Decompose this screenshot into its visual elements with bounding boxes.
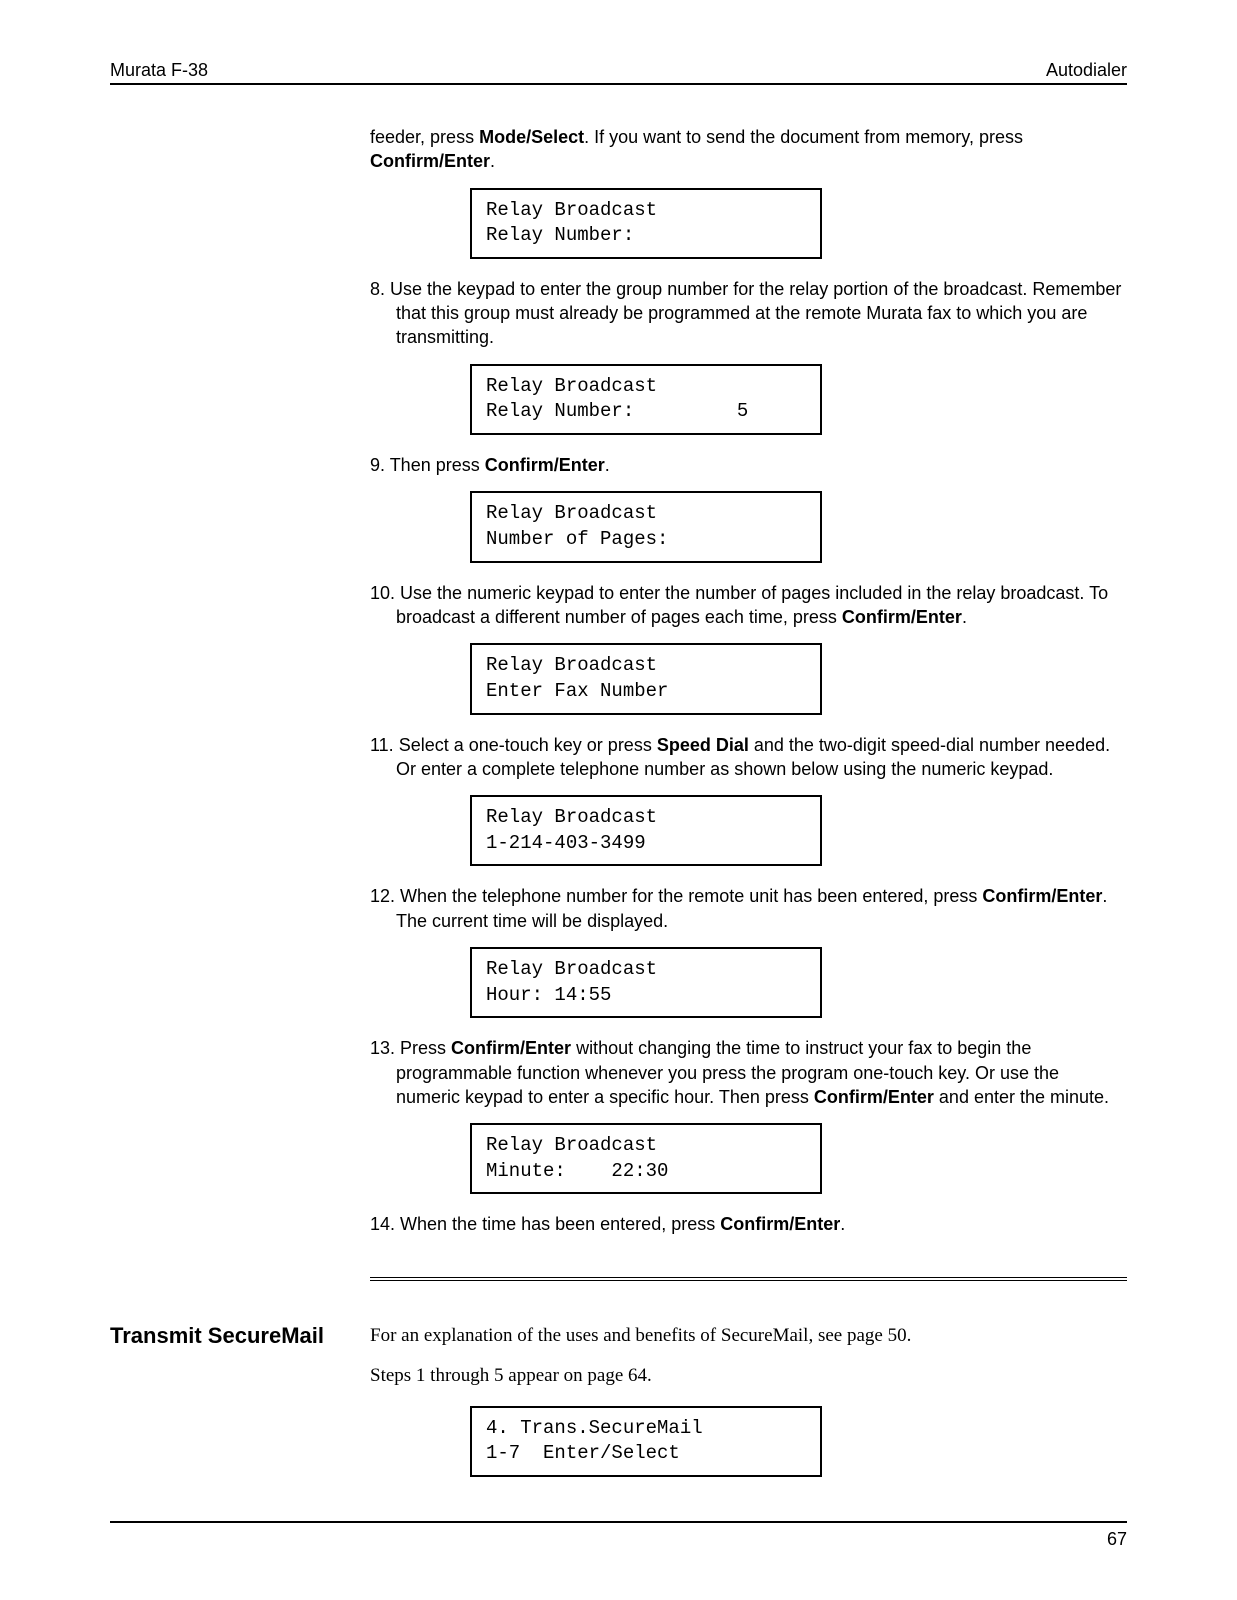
step9-post: . [605,455,610,475]
lcd1-line2: Relay Number: [486,224,634,246]
lcd5-line1: Relay Broadcast [486,806,657,828]
lcd7-line1: Relay Broadcast [486,1134,657,1156]
step-13: 13. Press Confirm/Enter without changing… [370,1036,1127,1109]
intro-text-3: . [490,151,495,171]
step10-bold: Confirm/Enter [842,607,962,627]
lcd-display-5: Relay Broadcast 1-214-403-3499 [470,795,822,866]
step-14: 14. When the time has been entered, pres… [370,1212,1127,1236]
step-10: 10. Use the numeric keypad to enter the … [370,581,1127,630]
step9-num: 9. [370,455,385,475]
section-body: For an explanation of the uses and benef… [370,1321,1127,1495]
lcd-display-3: Relay Broadcast Number of Pages: [470,491,822,562]
page-footer: 67 [110,1521,1127,1550]
header-left: Murata F-38 [110,60,208,81]
step9-pre: Then press [385,455,485,475]
step-9: 9. Then press Confirm/Enter. [370,453,1127,477]
lcd-display-8: 4. Trans.SecureMail 1-7 Enter/Select [470,1406,822,1477]
lcd-display-1: Relay Broadcast Relay Number: [470,188,822,259]
lcd8-line1: 4. Trans.SecureMail [486,1417,703,1439]
step14-pre: When the time has been entered, press [395,1214,720,1234]
step12-bold: Confirm/Enter [982,886,1102,906]
intro-text-1: feeder, press [370,127,479,147]
lcd-display-6: Relay Broadcast Hour: 14:55 [470,947,822,1018]
step8-num: 8. [370,279,385,299]
step13-pre: Press [395,1038,451,1058]
step-12: 12. When the telephone number for the re… [370,884,1127,933]
section-title: Transmit SecureMail [110,1321,370,1349]
step11-bold: Speed Dial [657,735,749,755]
lcd5-line2: 1-214-403-3499 [486,832,646,854]
step11-pre: Select a one-touch key or press [394,735,657,755]
page-header: Murata F-38 Autodialer [110,60,1127,85]
lcd6-line1: Relay Broadcast [486,958,657,980]
lcd2-line2: Relay Number: 5 [486,400,748,422]
step13-bold2: Confirm/Enter [814,1087,934,1107]
header-right: Autodialer [1046,60,1127,81]
step13-post: and enter the minute. [934,1087,1109,1107]
page-number: 67 [1107,1529,1127,1549]
intro-text-2: . If you want to send the document from … [584,127,1023,147]
lcd4-line2: Enter Fax Number [486,680,668,702]
lcd1-line1: Relay Broadcast [486,199,657,221]
step10-post: . [962,607,967,627]
lcd-display-2: Relay Broadcast Relay Number: 5 [470,364,822,435]
securemail-section: Transmit SecureMail For an explanation o… [110,1321,1127,1495]
lcd-display-4: Relay Broadcast Enter Fax Number [470,643,822,714]
step-11: 11. Select a one-touch key or press Spee… [370,733,1127,782]
section-divider [370,1277,1127,1281]
step14-num: 14. [370,1214,395,1234]
step9-bold: Confirm/Enter [485,455,605,475]
lcd3-line2: Number of Pages: [486,528,668,550]
step13-bold1: Confirm/Enter [451,1038,571,1058]
lcd8-line2: 1-7 Enter/Select [486,1442,680,1464]
lcd3-line1: Relay Broadcast [486,502,657,524]
step8-text: Use the keypad to enter the group number… [385,279,1121,348]
step12-pre: When the telephone number for the remote… [395,886,982,906]
lcd4-line1: Relay Broadcast [486,654,657,676]
step14-bold: Confirm/Enter [720,1214,840,1234]
step14-post: . [840,1214,845,1234]
step13-num: 13. [370,1038,395,1058]
section-p2: Steps 1 through 5 appear on page 64. [370,1361,1127,1391]
section-p1: For an explanation of the uses and benef… [370,1321,1127,1351]
main-content: feeder, press Mode/Select. If you want t… [370,125,1127,1237]
intro-paragraph: feeder, press Mode/Select. If you want t… [370,125,1127,174]
intro-bold-1: Mode/Select [479,127,584,147]
intro-bold-2: Confirm/Enter [370,151,490,171]
lcd-display-7: Relay Broadcast Minute: 22:30 [470,1123,822,1194]
step-8: 8. Use the keypad to enter the group num… [370,277,1127,350]
step10-pre: Use the numeric keypad to enter the numb… [395,583,1108,627]
lcd7-line2: Minute: 22:30 [486,1160,668,1182]
lcd6-line2: Hour: 14:55 [486,984,611,1006]
lcd2-line1: Relay Broadcast [486,375,657,397]
step10-num: 10. [370,583,395,603]
step11-num: 11. [370,735,394,755]
step12-num: 12. [370,886,395,906]
